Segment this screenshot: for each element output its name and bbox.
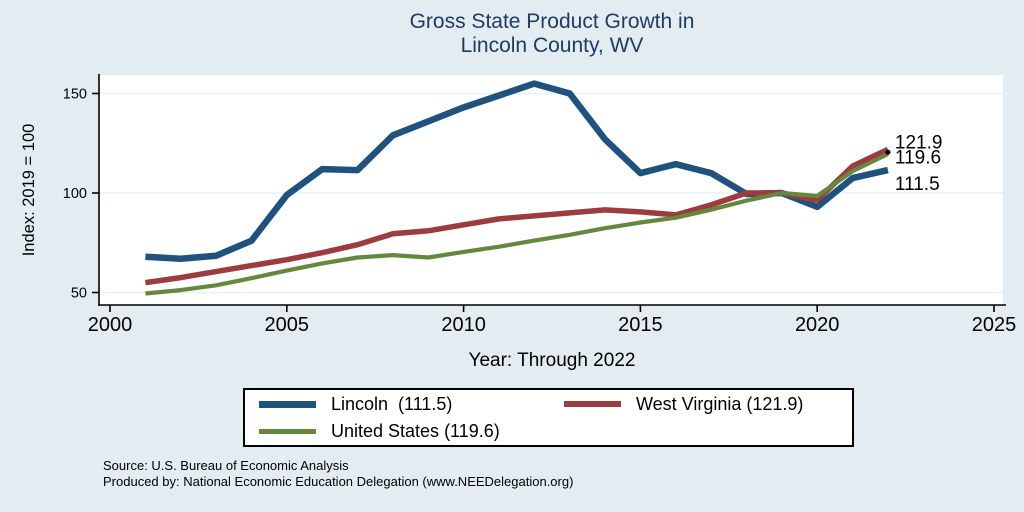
x-tick-label-2015: 2015 [618, 314, 663, 336]
united-states-line-swatch [259, 428, 316, 434]
chart-title-line1: Gross State Product Growth in [409, 10, 695, 33]
legend-item-west-virginia: West Virginia (121.9) [550, 394, 852, 415]
footer-source: Source: U.S. Bureau of Economic Analysis [103, 458, 349, 473]
line-plot: 50 100 150 2000 2005 2010 2015 2020 2025 Index: 2… [20, 74, 1017, 336]
legend-label-west-virginia: West Virginia (121.9) [636, 393, 804, 414]
end-point-marker [885, 149, 891, 155]
chart-title-line2: Lincoln County, WV [460, 34, 644, 57]
chart-title: Gross State Product Growth in Lincoln Co… [80, 10, 1024, 58]
series-line-united-states [145, 152, 889, 296]
legend: Lincoln (111.5) West Virginia (121.9) Un… [243, 388, 854, 447]
x-axis-title: Year: Through 2022 [468, 350, 636, 371]
legend-label-lincoln: Lincoln (111.5) [331, 393, 453, 414]
x-tick-label-2005: 2005 [265, 314, 310, 336]
end-label-united-states: 119.6 [895, 147, 941, 168]
y-tick-label-100: 100 [63, 186, 87, 202]
x-tick-label-2010: 2010 [441, 314, 486, 336]
x-tick-label-2020: 2020 [795, 314, 840, 336]
y-tick-label-150: 150 [63, 87, 87, 103]
legend-label-united-states: United States (119.6) [331, 420, 500, 441]
y-axis-title: Index: 2019 = 100 [20, 124, 38, 257]
y-tick-label-50: 50 [71, 286, 87, 302]
legend-item-lincoln: Lincoln (111.5) [245, 394, 550, 415]
end-label-west-virginia: 121.9 [895, 132, 943, 153]
footer: Source: U.S. Bureau of Economic Analysis… [103, 458, 573, 489]
end-label-lincoln: 111.5 [895, 174, 940, 195]
west-virginia-line-swatch [564, 401, 621, 407]
series-line-west-virginia [145, 146, 890, 286]
lincoln-line-swatch [259, 400, 316, 408]
x-tick-label-2000: 2000 [88, 314, 133, 336]
x-tick-label-2025: 2025 [972, 314, 1017, 336]
footer-produced-by: Produced by: National Economic Education… [103, 473, 574, 489]
legend-item-united-states: United States (119.6) [245, 421, 550, 442]
